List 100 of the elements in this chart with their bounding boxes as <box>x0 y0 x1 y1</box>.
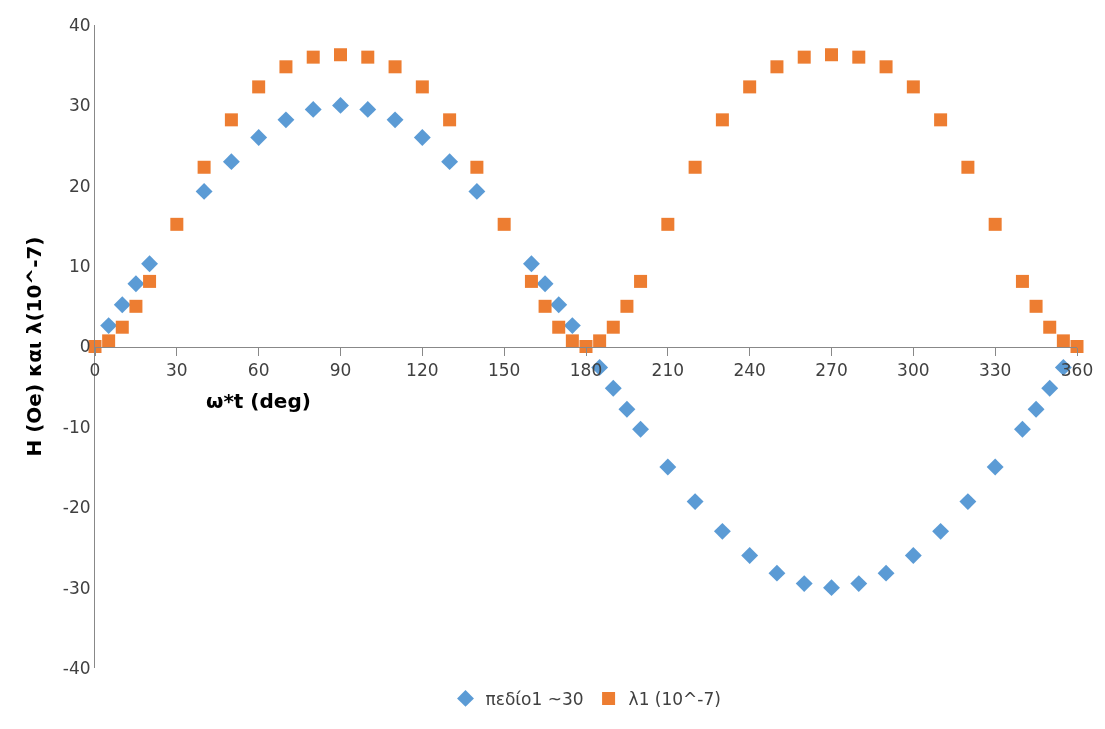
point <box>468 182 486 200</box>
x-tick-label: 210 <box>651 359 685 380</box>
point <box>934 113 948 127</box>
point <box>1013 420 1031 438</box>
point <box>277 111 295 129</box>
point <box>1027 400 1045 418</box>
point <box>606 320 620 334</box>
point <box>713 522 731 540</box>
point <box>129 299 143 313</box>
point <box>604 379 622 397</box>
point <box>959 493 977 511</box>
point <box>1056 334 1070 348</box>
point <box>522 255 540 273</box>
x-tick-label: 120 <box>406 359 439 380</box>
point <box>538 299 552 313</box>
point <box>988 217 1002 231</box>
point <box>224 113 238 127</box>
point <box>359 100 377 118</box>
point <box>195 182 213 200</box>
y-tick-label: 10 <box>68 256 91 277</box>
point <box>659 458 677 476</box>
point <box>877 564 895 582</box>
point <box>686 493 704 511</box>
point <box>552 320 566 334</box>
point <box>1041 379 1059 397</box>
point <box>441 153 459 171</box>
x-tick-label: 30 <box>166 359 188 380</box>
point <box>1043 320 1057 334</box>
point <box>304 100 322 118</box>
point <box>852 50 866 64</box>
point <box>497 217 511 231</box>
point <box>332 96 349 114</box>
point <box>1015 274 1029 288</box>
x-tick-label: 150 <box>487 359 521 380</box>
point <box>143 274 157 288</box>
point <box>443 113 457 127</box>
y-tick-label: -40 <box>62 657 91 678</box>
point <box>986 458 1004 476</box>
y-tick-label: 30 <box>68 95 91 116</box>
point <box>470 160 484 174</box>
y-tick-label: -30 <box>62 577 91 598</box>
x-tick-label: 300 <box>897 359 930 380</box>
point <box>141 255 159 273</box>
point <box>795 575 813 593</box>
point <box>661 217 675 231</box>
y-axis-title: H (Oe) και λ(10^-7) <box>22 236 47 457</box>
point <box>634 274 648 288</box>
point <box>524 274 538 288</box>
x-tick-label: 330 <box>978 359 1012 380</box>
y-tick-label: 20 <box>68 175 91 196</box>
point <box>904 547 922 564</box>
point <box>741 547 759 564</box>
x-tick-label: 270 <box>815 359 848 380</box>
point <box>770 60 784 74</box>
point <box>565 334 579 348</box>
point <box>115 320 129 334</box>
point <box>536 275 554 293</box>
point <box>632 420 650 438</box>
point <box>252 80 266 94</box>
point <box>413 129 431 146</box>
y-tick-label: -20 <box>62 497 91 518</box>
point <box>715 113 729 127</box>
point <box>100 317 118 335</box>
point <box>386 111 404 129</box>
point <box>961 160 975 174</box>
point <box>688 160 702 174</box>
point <box>415 80 429 94</box>
point <box>932 522 950 540</box>
point <box>906 80 920 94</box>
point <box>879 60 893 74</box>
point <box>743 80 757 94</box>
x-tick-label: 240 <box>733 359 766 380</box>
point <box>334 48 347 62</box>
point <box>620 299 634 313</box>
point <box>550 296 568 314</box>
y-tick-label: 40 <box>68 14 91 35</box>
point <box>823 579 840 597</box>
x-tick-label: 90 <box>329 359 352 380</box>
point <box>127 275 145 293</box>
legend-label: λ1 (10^-7) <box>628 689 721 710</box>
x-tick-label: 60 <box>247 359 270 380</box>
point <box>361 50 375 64</box>
point <box>170 217 184 231</box>
point <box>197 160 211 174</box>
point <box>797 50 811 64</box>
point <box>250 129 268 146</box>
point <box>102 334 116 348</box>
point <box>825 48 838 62</box>
point <box>222 153 240 171</box>
point <box>593 334 607 348</box>
point <box>113 296 131 314</box>
point <box>618 400 636 418</box>
point <box>279 60 293 74</box>
point <box>563 317 581 335</box>
legend-label: πεδίο1 ~30 <box>485 689 584 710</box>
point <box>306 50 320 64</box>
x-axis-title: ω*t (deg) <box>206 389 311 413</box>
point <box>768 564 786 582</box>
point <box>1029 299 1043 313</box>
y-tick-label: -10 <box>62 416 91 437</box>
